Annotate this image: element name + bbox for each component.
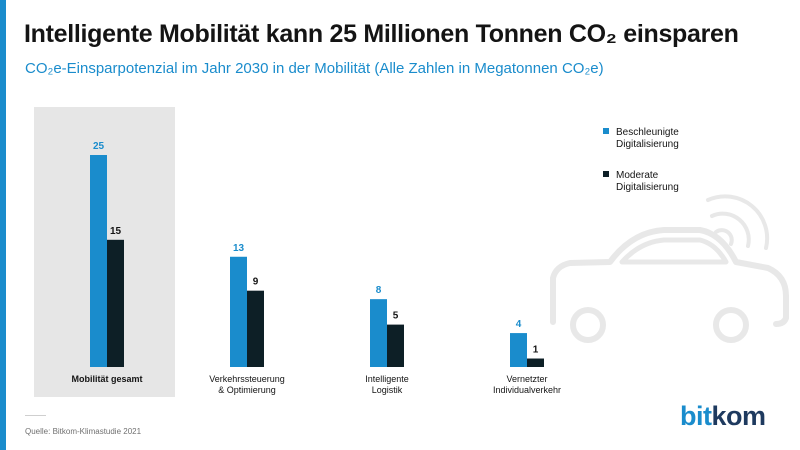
legend-label-1: Moderate [616, 170, 659, 181]
bar-beschleunigt-3 [510, 333, 527, 367]
category-label-2: Logistik [372, 385, 403, 395]
data-label-1-1: 9 [253, 277, 259, 288]
plot-area: 25 13 8 4 15 9 5 1 Mobilität gesamt Verkehrssteue… [34, 107, 561, 397]
data-label-0-3: 4 [516, 319, 522, 330]
bar-beschleunigt-2 [370, 299, 387, 367]
legend-label-0: Beschleunigte [616, 127, 679, 138]
bar-moderat-2 [387, 324, 404, 367]
category-label-1: & Optimierung [218, 385, 276, 395]
car-window [619, 237, 729, 265]
bar-moderat-3 [527, 358, 544, 367]
data-label-1-3: 1 [533, 345, 539, 356]
data-label-0-2: 8 [376, 285, 382, 296]
data-label-1-2: 5 [393, 311, 399, 322]
category-label-3: Vernetzter [506, 374, 547, 384]
category-label-3: Individualverkehr [493, 385, 561, 395]
source-note: Quelle: Bitkom-Klimastudie 2021 [25, 427, 142, 436]
data-label-0-1: 13 [233, 243, 245, 254]
car-wheel-front [713, 307, 749, 343]
car-wheel-rear [570, 307, 606, 343]
legend-swatch-1 [603, 171, 609, 177]
logo-part-1: bit [680, 401, 712, 431]
car-icon [550, 227, 789, 343]
legend-swatch-0 [603, 128, 609, 134]
bar-moderat-0 [107, 239, 124, 367]
category-label-0: Mobilität gesamt [71, 374, 142, 384]
data-label-1-0: 15 [110, 226, 122, 237]
legend-label-0: Digitalisierung [616, 139, 679, 150]
wave-3 [706, 194, 770, 250]
data-label-0-0: 25 [93, 141, 105, 152]
chart-subtitle: CO₂e-Einsparpotenzial im Jahr 2030 in de… [25, 60, 604, 77]
bar-moderat-1 [247, 290, 264, 367]
connectivity-waves-icon [706, 194, 770, 250]
legend: BeschleunigteDigitalisierungModerateDigi… [603, 127, 679, 193]
legend-label-1: Digitalisierung [616, 182, 679, 193]
accent-bar [0, 0, 6, 450]
category-label-2: Intelligente [365, 374, 409, 384]
source-divider [25, 415, 46, 416]
bar-beschleunigt-1 [230, 256, 247, 367]
bitkom-logo: bitkom [680, 403, 766, 430]
bar-beschleunigt-0 [90, 155, 107, 367]
car-body-outline [550, 227, 789, 327]
chart-title: Intelligente Mobilität kann 25 Millionen… [24, 20, 739, 48]
wave-2 [710, 211, 751, 248]
category-label-1: Verkehrssteuerung [209, 374, 285, 384]
logo-part-2: kom [711, 401, 767, 431]
wave-1 [714, 228, 734, 246]
